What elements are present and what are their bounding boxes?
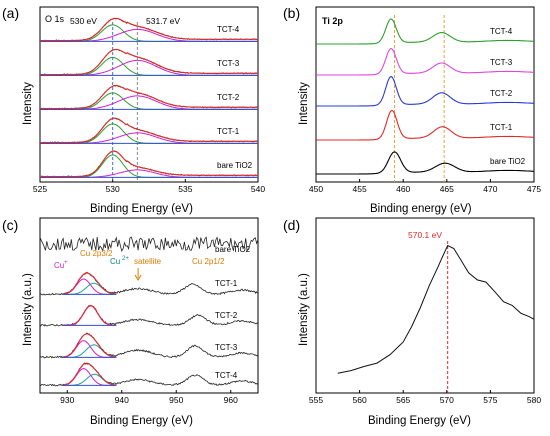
panel-label-a: (a): [2, 5, 19, 21]
panel-d-x-tick-label: 565: [396, 395, 410, 405]
panel-a-fit-envelope: [40, 48, 258, 76]
panel-d-chart: 555 560 565 570 575 580 570.1 eV Binding Ener…: [298, 217, 541, 427]
panel-a-fit-envelope: [40, 17, 258, 42]
panel-c-series-label: TCT-4: [215, 371, 238, 380]
panel-c-x-ticks: 930 940 950 960: [60, 390, 238, 405]
panel-c-series-label: TCT-1: [215, 279, 238, 288]
panel-c-annotation-cu2p12: Cu 2p1/2: [192, 257, 225, 266]
panel-b-x-axis-label: Binding energy (eV): [370, 203, 472, 215]
panel-c-annotation-cu-plus-sup: +: [64, 260, 68, 266]
panel-a-x-tick-label: 530: [106, 184, 120, 194]
panel-a-title: O 1s: [45, 14, 65, 24]
panel-c-frame: [39, 217, 259, 394]
panel-a-frame: [39, 6, 259, 183]
panel-a-chart: O 1s 525 530 535 540 TCT-4 TCT-3 TCT-2 TCT-1 ba…: [22, 6, 265, 215]
panel-c-series-label: bare TiO2: [215, 245, 251, 254]
panel-c-annotation-cu2p32: Cu 2p3/2: [80, 249, 113, 258]
panel-c-x-tick-label: 930: [60, 395, 74, 405]
panel-b-x-tick-label: 460: [396, 184, 410, 194]
panel-c-x-axis-label: Binding Energy (eV): [90, 415, 193, 427]
panel-b-frame: [315, 6, 535, 183]
panel-c-fit-envelope: [61, 362, 117, 386]
panel-b-series: TCT-4 TCT-3 TCT-2 TCT-1 bare TiO2: [316, 18, 534, 175]
panel-b-x-tick-label: 455: [353, 184, 367, 194]
panel-c-component-cu-2plus: [61, 344, 117, 358]
panel-c-component-cu-plus: [61, 305, 117, 326]
panel-d-x-tick-label: 560: [353, 395, 367, 405]
panel-d-x-ticks: 555 560 565 570 575 580: [309, 390, 541, 405]
panel-a-y-axis-label: Intensity: [22, 82, 34, 125]
panel-b-series-label: TCT-3: [490, 58, 513, 67]
panel-label-d: (d): [283, 217, 300, 233]
panel-c-x-tick-label: 940: [115, 395, 129, 405]
panel-c-fit-envelope: [61, 272, 117, 295]
panel-b-title: Ti 2p: [322, 16, 343, 26]
panel-a-x-ticks: 525 530 535 540: [33, 179, 265, 194]
panel-b-series-label: bare TiO2: [490, 157, 526, 166]
panel-a-x-tick-label: 535: [178, 184, 192, 194]
panel-c-series-label: TCT-2: [215, 311, 238, 320]
panel-c-series-label: TCT-3: [215, 343, 238, 352]
panel-b-y-axis-label: Intensity: [298, 82, 310, 125]
panel-b-reference-lines: [393, 15, 445, 182]
panel-c-noise-spectrum: [39, 236, 259, 253]
panel-a-fit-envelope: [40, 150, 258, 178]
panel-d-frame: [315, 217, 535, 394]
panel-d-x-axis-label: Binding Energy (eV): [368, 415, 471, 427]
panel-b-x-tick-label: 470: [483, 184, 497, 194]
panel-a-x-tick-label: 540: [251, 184, 265, 194]
panel-c-annotation-cu-plus: Cu: [54, 261, 64, 270]
panel-c-annotation-cu-2plus: Cu: [110, 257, 120, 266]
panel-label-c: (c): [2, 217, 18, 233]
panel-d-annotation-peak: 570.1 eV: [408, 230, 442, 240]
panel-label-b: (b): [283, 5, 300, 21]
panel-b-spectrum: [316, 18, 534, 45]
panel-d-spectrum: [337, 244, 535, 374]
panel-d-x-tick-label: 570: [440, 395, 454, 405]
panel-c-satellite-arrowhead: [134, 274, 142, 281]
panel-a-x-tick-label: 525: [33, 184, 47, 194]
panel-b-x-ticks: 450 455 460 465 470 475: [309, 179, 541, 194]
panel-c-component-cu-2plus: [61, 282, 117, 295]
panel-b-x-tick-label: 465: [440, 184, 454, 194]
panel-a-reference-lines: [112, 22, 138, 182]
panel-a-series-label: TCT-4: [217, 25, 240, 34]
panel-d-x-tick-label: 575: [483, 395, 497, 405]
panel-c-fit-envelope: [61, 305, 117, 326]
panel-a-series-label: bare TiO2: [217, 161, 253, 170]
panel-a-series-label: TCT-3: [217, 59, 240, 68]
panel-c-x-tick-label: 960: [224, 395, 238, 405]
panel-a-fit-envelope: [40, 117, 258, 144]
panel-d-y-axis-label: Intensity (a.u.): [298, 273, 310, 346]
panel-c-fit-envelope: [61, 333, 117, 358]
panel-c-series: bare TiO2 TCT-1 TCT-2 TCT-3 TCT-4: [39, 236, 259, 387]
panel-b-x-tick-label: 475: [527, 184, 541, 194]
panel-c-component-cu-2plus: [61, 373, 117, 386]
panel-b-series-label: TCT-4: [490, 27, 513, 36]
panel-a-fit-envelope: [40, 85, 258, 110]
panel-d-x-tick-label: 580: [527, 395, 541, 405]
panel-b-spectrum: [316, 151, 534, 175]
panel-a-annotation-530: 530 eV: [70, 16, 97, 26]
panel-a-x-axis-label: Binding Energy (eV): [90, 203, 193, 215]
panel-b-spectrum: [316, 48, 534, 76]
panel-b-spectrum: [316, 110, 534, 141]
panel-a-annotation-531-7: 531.7 eV: [146, 16, 180, 26]
panel-c-annotation-cu-2plus-sup: 2+: [122, 256, 129, 262]
panel-c-x-tick-label: 950: [169, 395, 183, 405]
panel-d-series: [337, 244, 535, 374]
panel-a-series-label: TCT-2: [217, 93, 240, 102]
panel-a-series-label: TCT-1: [217, 127, 240, 136]
panel-c-chart: 930 940 950 960 bare TiO2 TCT-1 TCT-2 TCT-3 TCT…: [22, 217, 259, 427]
panel-b-series-label: TCT-2: [490, 89, 513, 98]
panel-a-series: TCT-4 TCT-3 TCT-2 TCT-1 bare TiO2: [39, 17, 259, 178]
panel-b-series-label: TCT-1: [490, 123, 513, 132]
panel-c-y-axis-label: Intensity (a.u.): [22, 273, 34, 346]
panel-b-chart: Ti 2p 450 455 460 465 470 475 TCT-4 TCT-3 TCT-2…: [298, 6, 541, 215]
panel-d-x-tick-label: 555: [309, 395, 323, 405]
panel-b-x-tick-label: 450: [309, 184, 323, 194]
panel-c-annotation-satellite: satellite: [134, 257, 162, 266]
panel-b-spectrum: [316, 76, 534, 107]
